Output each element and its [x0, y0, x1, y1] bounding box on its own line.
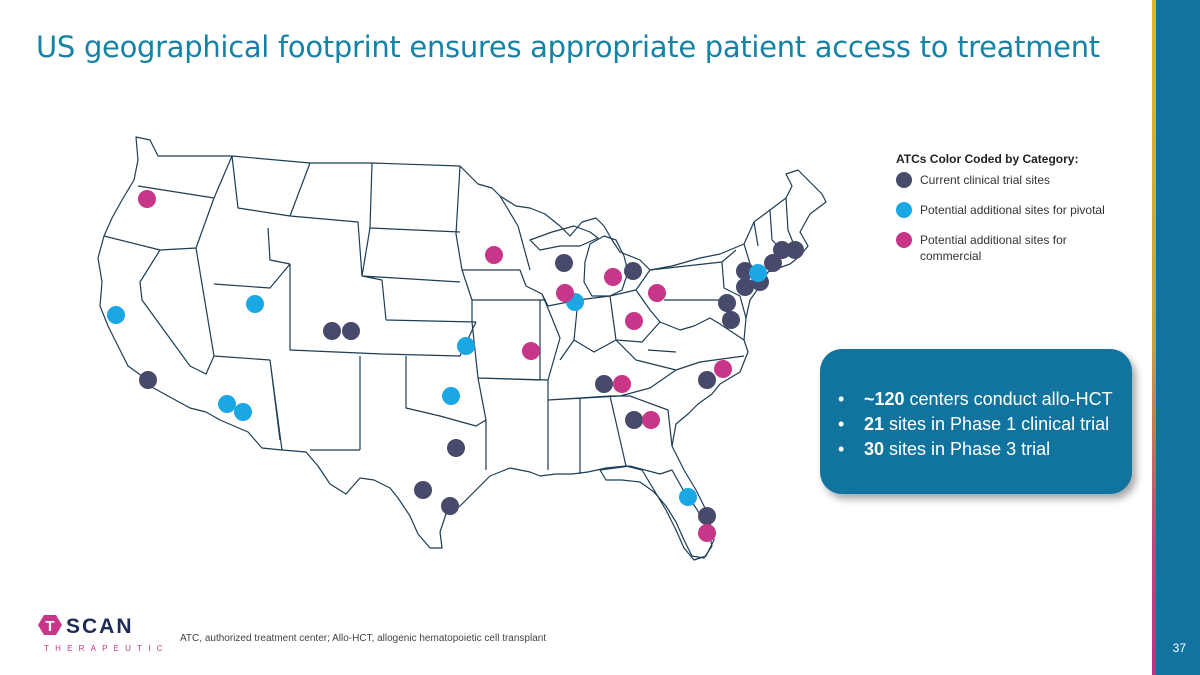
site-marker — [613, 375, 631, 393]
site-marker — [246, 295, 264, 313]
legend-title: ATCs Color Coded by Category: — [896, 152, 1079, 166]
legend: ATCs Color Coded by Category: Current cl… — [896, 152, 1136, 278]
site-marker — [442, 387, 460, 405]
legend-item-commercial: Potential additional sites for commercia… — [896, 232, 1136, 264]
legend-dot-current — [896, 172, 912, 188]
logo-letter: T — [45, 618, 54, 635]
stat-text: sites in Phase 3 trial — [884, 439, 1051, 459]
stat-item: 21 sites in Phase 1 clinical trial — [838, 412, 1113, 437]
footnote: ATC, authorized treatment center; Allo-H… — [180, 633, 547, 644]
site-marker — [698, 507, 716, 525]
side-bar: 37 — [1156, 0, 1200, 675]
stats-callout: ~120 centers conduct allo-HCT 21 sites i… — [820, 349, 1132, 494]
stat-text: sites in Phase 1 clinical trial — [884, 414, 1110, 434]
site-marker — [679, 488, 697, 506]
page-number: 37 — [1172, 641, 1186, 655]
accent-strip — [1152, 0, 1156, 675]
legend-dot-commercial — [896, 232, 912, 248]
state-borders — [103, 155, 797, 474]
site-marker — [342, 322, 360, 340]
stats-list: ~120 centers conduct allo-HCT 21 sites i… — [838, 387, 1113, 462]
legend-label: Potential additional sites for commercia… — [920, 233, 1067, 263]
site-marker — [736, 278, 754, 296]
stat-number: 30 — [864, 439, 885, 459]
site-marker — [522, 342, 540, 360]
us-outline — [97, 136, 827, 561]
stat-text: centers conduct allo-HCT — [904, 389, 1113, 409]
michigan-outline — [583, 235, 629, 297]
site-marker — [485, 246, 503, 264]
site-marker — [107, 306, 125, 324]
site-marker — [139, 371, 157, 389]
site-marker — [698, 524, 716, 542]
site-marker — [556, 284, 574, 302]
current-sites — [139, 241, 804, 525]
site-marker — [718, 294, 736, 312]
legend-item-pivotal: Potential additional sites for pivotal — [896, 202, 1136, 218]
site-marker — [457, 337, 475, 355]
site-marker — [698, 371, 716, 389]
tscan-logo: T SCAN THERAPEUTICS — [36, 613, 174, 655]
site-marker — [749, 264, 767, 282]
site-marker — [323, 322, 341, 340]
stat-number: 21 — [864, 414, 885, 434]
site-marker — [234, 403, 252, 421]
logo-graphic: T SCAN THERAPEUTICS — [38, 615, 174, 653]
site-marker — [786, 241, 804, 259]
page-title: US geographical footprint ensures approp… — [36, 30, 1100, 64]
us-map — [97, 136, 827, 561]
site-marker — [218, 395, 236, 413]
site-marker — [648, 284, 666, 302]
stat-item: ~120 centers conduct allo-HCT — [838, 387, 1113, 412]
site-marker — [773, 241, 791, 259]
legend-item-current: Current clinical trial sites — [896, 172, 1136, 188]
site-marker — [555, 254, 573, 272]
legend-dot-pivotal — [896, 202, 912, 218]
site-marker — [642, 411, 660, 429]
site-marker — [624, 262, 642, 280]
site-marker — [604, 268, 622, 286]
site-marker — [441, 497, 459, 515]
site-marker — [764, 254, 782, 272]
legend-label: Current clinical trial sites — [920, 173, 1051, 187]
site-marker — [447, 439, 465, 457]
site-marker — [625, 312, 643, 330]
florida-outline — [599, 465, 713, 559]
site-marker — [138, 190, 156, 208]
site-marker — [414, 481, 432, 499]
stat-number: ~120 — [864, 389, 905, 409]
michigan-upper — [529, 225, 599, 251]
commercial-sites — [138, 190, 732, 542]
site-marker — [625, 411, 643, 429]
site-marker — [595, 375, 613, 393]
logo-word: SCAN — [66, 615, 134, 638]
stat-item: 30 sites in Phase 3 trial — [838, 437, 1113, 462]
site-marker — [722, 311, 740, 329]
legend-label: Potential additional sites for pivotal — [920, 203, 1105, 217]
logo-tagline: THERAPEUTICS — [44, 644, 166, 653]
site-marker — [714, 360, 732, 378]
state-outlines — [97, 136, 827, 561]
